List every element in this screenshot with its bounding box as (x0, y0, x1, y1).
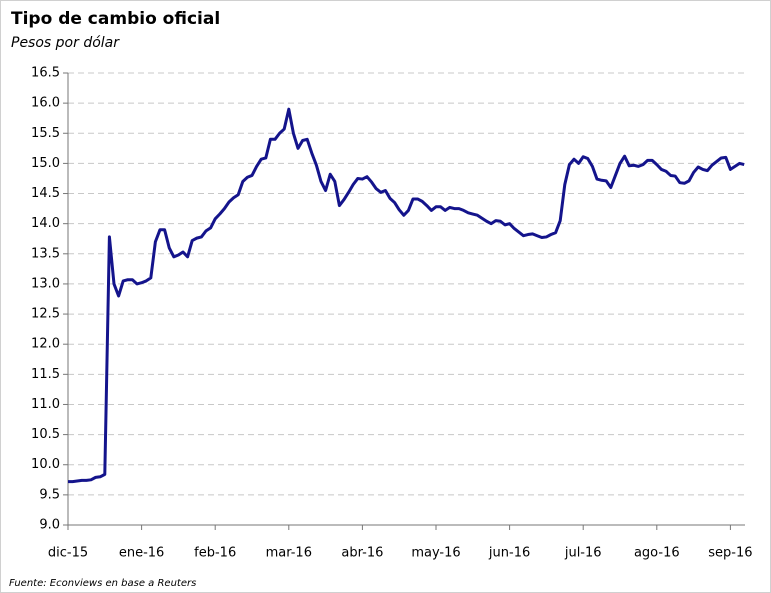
y-tick-label: 13.0 (31, 276, 60, 291)
chart-title: Tipo de cambio oficial (11, 9, 220, 29)
x-tick-label: mar-16 (266, 546, 312, 561)
y-tick-label: 16.0 (31, 96, 60, 111)
x-tick-label: abr-16 (341, 546, 383, 561)
x-tick-label: sep-16 (708, 546, 752, 561)
x-tick-label: ago-16 (634, 546, 680, 561)
data-line (68, 107, 745, 484)
x-tick-label: jun-16 (488, 546, 530, 561)
x-tick-label: dic-15 (48, 546, 88, 561)
chart-subtitle: Pesos por dólar (11, 35, 120, 51)
y-tick-label: 10.5 (31, 427, 60, 442)
y-tick-label: 14.0 (31, 216, 60, 231)
y-tick-label: 10.0 (31, 457, 60, 472)
y-tick-label: 15.5 (31, 126, 60, 141)
y-tick-label: 11.5 (31, 367, 60, 382)
y-tick-label: 9.0 (39, 518, 60, 533)
x-tick-label: feb-16 (194, 546, 236, 561)
y-tick-label: 9.5 (39, 487, 60, 502)
x-tick-label: jul-16 (564, 546, 602, 561)
x-tick-label: ene-16 (119, 546, 164, 561)
y-tick-label: 16.5 (31, 66, 60, 81)
y-tick-label: 12.0 (31, 337, 60, 352)
y-tick-label: 13.5 (31, 246, 60, 261)
y-tick-label: 12.5 (31, 307, 60, 322)
source-note: Fuente: Econviews en base a Reuters (9, 578, 196, 589)
y-tick-label: 11.0 (31, 397, 60, 412)
y-tick-label: 14.5 (31, 186, 60, 201)
y-tick-label: 15.0 (31, 156, 60, 171)
x-tick-label: may-16 (411, 546, 460, 561)
